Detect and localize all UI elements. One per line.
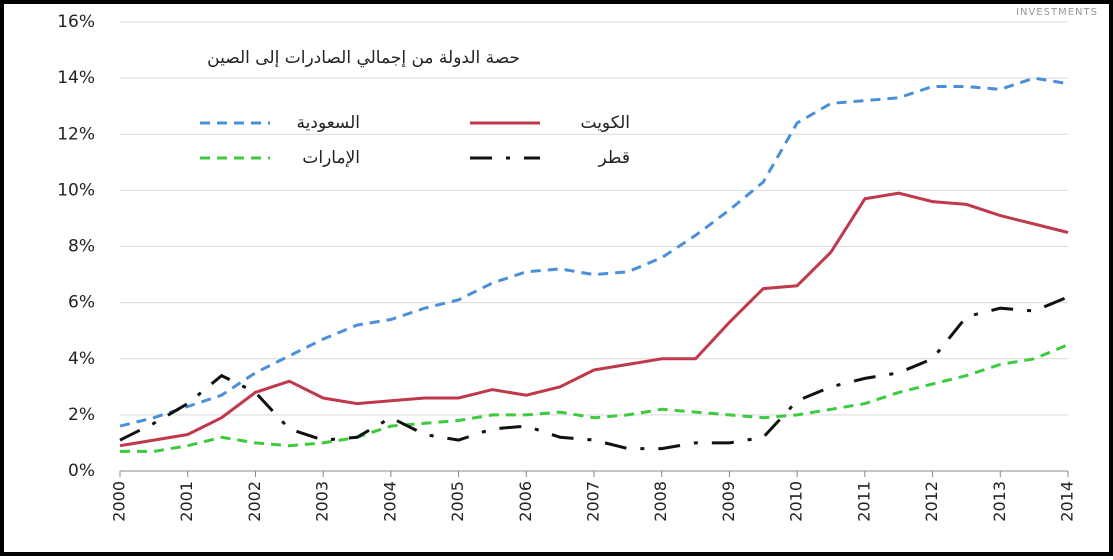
y-tick-label: 4% <box>68 349 95 369</box>
chart-title: حصة الدولة من إجمالي الصادرات إلى الصين <box>207 48 520 68</box>
legend-label: الكويت <box>581 113 631 133</box>
x-tick-label: 2011 <box>854 481 873 522</box>
x-tick-label: 2000 <box>110 481 129 522</box>
y-tick-label: 6% <box>68 293 95 313</box>
series-line <box>119 295 1069 451</box>
x-tick-label: 2008 <box>651 481 670 522</box>
x-tick-label: 2005 <box>448 481 467 522</box>
series-line <box>120 343 1069 453</box>
x-tick-label: 2002 <box>245 481 264 522</box>
y-tick-label: 16% <box>57 12 95 32</box>
y-tick-label: 12% <box>57 124 95 144</box>
x-tick-label: 2007 <box>584 481 603 522</box>
x-tick-label: 2013 <box>990 481 1009 522</box>
x-tick-label: 2006 <box>516 481 535 522</box>
legend-label: السعودية <box>297 113 360 133</box>
series-line <box>119 76 1069 428</box>
y-tick-label: 10% <box>57 180 95 200</box>
x-tick-label: 2012 <box>922 481 941 522</box>
legend-label: الإمارات <box>302 148 360 168</box>
x-tick-label: 2003 <box>313 481 332 522</box>
watermark: INVESTMENTS <box>1016 7 1098 18</box>
x-tick-label: 2001 <box>177 481 196 522</box>
x-tick-label: 2004 <box>380 481 399 522</box>
x-tick-label: 2014 <box>1058 481 1077 522</box>
y-tick-label: 2% <box>68 405 95 425</box>
x-tick-label: 2010 <box>787 481 806 522</box>
x-tick-label: 2009 <box>719 481 738 522</box>
y-tick-label: 8% <box>68 237 95 257</box>
legend-label: قطر <box>598 148 630 168</box>
y-tick-label: 14% <box>57 68 95 88</box>
series-line <box>119 191 1069 448</box>
y-tick-label: 0% <box>68 461 95 481</box>
